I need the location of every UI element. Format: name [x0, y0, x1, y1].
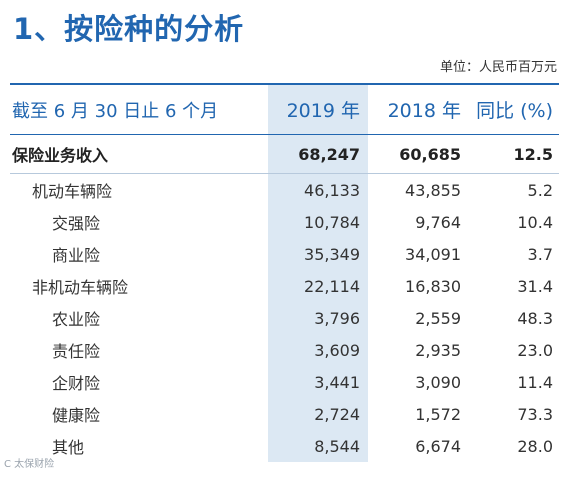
row-name: 责任险 — [52, 342, 101, 361]
total-2018: 60,685 — [399, 144, 461, 164]
row-2019: 35,349 — [304, 244, 360, 264]
unit-label: 单位：人民币百万元 — [439, 60, 557, 75]
row-2018: 6,674 — [415, 436, 461, 456]
row-2018: 2,935 — [415, 340, 461, 360]
row-yoy: 11.4 — [517, 372, 553, 392]
header-2018: 2018 年 — [387, 100, 461, 122]
row-yoy: 73.3 — [517, 404, 553, 424]
table-row: 农业险 3,796 2,559 48.3 — [10, 302, 559, 334]
total-name: 保险业务收入 — [12, 146, 109, 165]
current-year-column-highlight — [268, 85, 368, 462]
total-row: 保险业务收入 68,247 60,685 12.5 — [10, 135, 559, 174]
row-2018: 43,855 — [405, 180, 461, 200]
row-2018: 34,091 — [405, 244, 461, 264]
table-row: 商业险 35,349 34,091 3.7 — [10, 238, 559, 270]
row-name: 机动车辆险 — [32, 182, 113, 201]
row-2018: 2,559 — [415, 308, 461, 328]
header-2019: 2019 年 — [286, 100, 360, 122]
table-row: 企财险 3,441 3,090 11.4 — [10, 366, 559, 398]
row-2019: 46,133 — [304, 180, 360, 200]
row-2019: 10,784 — [304, 212, 360, 232]
row-name: 交强险 — [52, 214, 101, 233]
row-2018: 3,090 — [415, 372, 461, 392]
row-name: 企财险 — [52, 374, 101, 393]
row-2019: 3,796 — [314, 308, 360, 328]
row-2019: 2,724 — [314, 404, 360, 424]
row-name: 农业险 — [52, 310, 101, 329]
row-yoy: 31.4 — [517, 276, 553, 296]
table-row: 非机动车辆险 22,114 16,830 31.4 — [10, 270, 559, 302]
row-name: 商业险 — [52, 246, 101, 265]
row-2019: 8,544 — [314, 436, 360, 456]
table-row: 交强险 10,784 9,764 10.4 — [10, 206, 559, 238]
row-yoy: 23.0 — [517, 340, 553, 360]
header-yoy: 同比 (%) — [476, 100, 553, 122]
row-yoy: 48.3 — [517, 308, 553, 328]
watermark: C 太保财险 — [4, 459, 55, 470]
row-2019: 3,441 — [314, 372, 360, 392]
header-period: 截至 6 月 30 日止 6 个月 — [12, 100, 219, 122]
row-yoy: 10.4 — [517, 212, 553, 232]
row-2019: 22,114 — [304, 276, 360, 296]
row-2019: 3,609 — [314, 340, 360, 360]
table-row: 健康险 2,724 1,572 73.3 — [10, 398, 559, 430]
row-yoy: 28.0 — [517, 436, 553, 456]
table-row: 其他 8,544 6,674 28.0 — [10, 430, 559, 462]
row-2018: 16,830 — [405, 276, 461, 296]
row-name: 健康险 — [52, 406, 101, 425]
row-2018: 9,764 — [415, 212, 461, 232]
total-2019: 68,247 — [298, 144, 360, 164]
premium-table: 截至 6 月 30 日止 6 个月 2019 年 2018 年 同比 (%) 保… — [10, 83, 559, 462]
table-row: 责任险 3,609 2,935 23.0 — [10, 334, 559, 366]
row-2018: 1,572 — [415, 404, 461, 424]
total-yoy: 12.5 — [513, 144, 553, 164]
table-header-row: 截至 6 月 30 日止 6 个月 2019 年 2018 年 同比 (%) — [10, 85, 559, 135]
page-title: 1、按险种的分析 — [13, 12, 245, 46]
row-name: 非机动车辆险 — [32, 278, 129, 297]
table-row: 机动车辆险 46,133 43,855 5.2 — [10, 174, 559, 206]
row-name: 其他 — [52, 438, 85, 457]
row-yoy: 5.2 — [527, 180, 553, 200]
row-yoy: 3.7 — [527, 244, 553, 264]
